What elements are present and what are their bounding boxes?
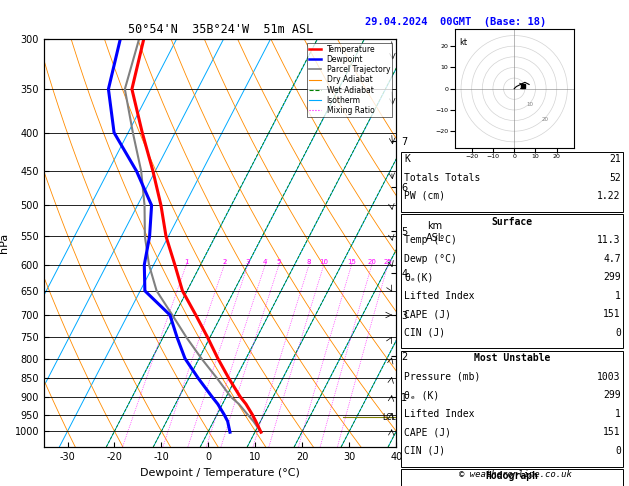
Text: 8: 8 <box>307 259 311 265</box>
Text: 1: 1 <box>615 291 621 301</box>
Text: 1003: 1003 <box>598 372 621 382</box>
Text: 299: 299 <box>603 390 621 400</box>
Text: Temp (°C): Temp (°C) <box>404 235 457 245</box>
Text: 29.04.2024  00GMT  (Base: 18): 29.04.2024 00GMT (Base: 18) <box>365 17 547 27</box>
Text: CIN (J): CIN (J) <box>404 446 445 456</box>
Text: 1: 1 <box>615 409 621 419</box>
Text: 299: 299 <box>603 272 621 282</box>
Text: CAPE (J): CAPE (J) <box>404 427 452 437</box>
Text: 1.22: 1.22 <box>598 191 621 201</box>
Text: 1: 1 <box>184 259 189 265</box>
Text: 10: 10 <box>526 102 533 106</box>
Text: 2: 2 <box>222 259 226 265</box>
Text: 5: 5 <box>277 259 281 265</box>
Text: 0: 0 <box>615 328 621 338</box>
Text: θₑ (K): θₑ (K) <box>404 390 440 400</box>
Text: 3: 3 <box>246 259 250 265</box>
Text: Surface: Surface <box>491 217 533 227</box>
Text: 0: 0 <box>615 446 621 456</box>
Legend: Temperature, Dewpoint, Parcel Trajectory, Dry Adiabat, Wet Adiabat, Isotherm, Mi: Temperature, Dewpoint, Parcel Trajectory… <box>307 43 392 117</box>
Text: 15: 15 <box>347 259 356 265</box>
Text: PW (cm): PW (cm) <box>404 191 445 201</box>
Text: 11.3: 11.3 <box>598 235 621 245</box>
Text: Hodograph: Hodograph <box>486 471 538 482</box>
X-axis label: Dewpoint / Temperature (°C): Dewpoint / Temperature (°C) <box>140 468 300 478</box>
Text: © weatheronline.co.uk: © weatheronline.co.uk <box>459 469 572 479</box>
Text: LCL: LCL <box>382 413 396 422</box>
Text: 151: 151 <box>603 427 621 437</box>
Text: 20: 20 <box>542 117 548 122</box>
Text: 52: 52 <box>609 173 621 183</box>
Title: 50°54'N  35B°24'W  51m ASL: 50°54'N 35B°24'W 51m ASL <box>128 23 313 36</box>
Text: 21: 21 <box>609 154 621 164</box>
Text: 151: 151 <box>603 309 621 319</box>
Text: 20: 20 <box>367 259 376 265</box>
Text: 10: 10 <box>320 259 328 265</box>
Y-axis label: hPa: hPa <box>0 233 9 253</box>
Text: 4: 4 <box>263 259 267 265</box>
Text: Pressure (mb): Pressure (mb) <box>404 372 481 382</box>
Text: kt: kt <box>459 38 467 47</box>
Y-axis label: km
ASL: km ASL <box>426 222 444 243</box>
Text: 4.7: 4.7 <box>603 254 621 264</box>
Text: Dewp (°C): Dewp (°C) <box>404 254 457 264</box>
Text: Totals Totals: Totals Totals <box>404 173 481 183</box>
Text: θₑ(K): θₑ(K) <box>404 272 434 282</box>
Text: Most Unstable: Most Unstable <box>474 353 550 364</box>
Text: 25: 25 <box>384 259 392 265</box>
Text: Lifted Index: Lifted Index <box>404 409 475 419</box>
Text: CIN (J): CIN (J) <box>404 328 445 338</box>
Text: K: K <box>404 154 410 164</box>
Text: Lifted Index: Lifted Index <box>404 291 475 301</box>
Text: CAPE (J): CAPE (J) <box>404 309 452 319</box>
